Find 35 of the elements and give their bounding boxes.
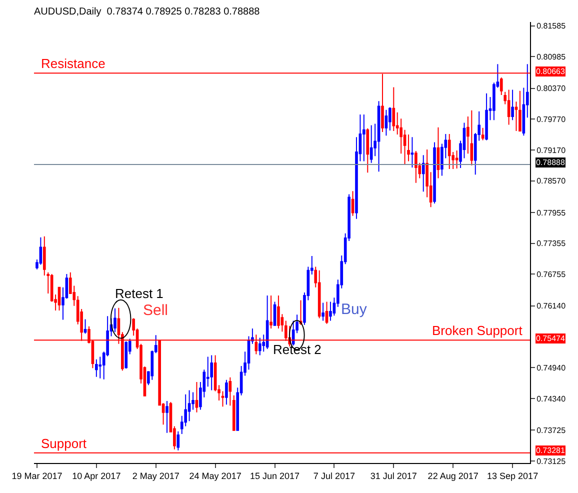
y-tick-label: 0.78570 [536,176,566,186]
x-tick-label: 31 Jul 2017 [370,470,417,481]
x-tick-label: 15 Jun 2017 [250,470,300,481]
y-tick-label: 0.74940 [536,363,566,372]
x-tick-label: 10 Apr 2017 [72,470,121,481]
annotation: Buy [341,301,368,318]
y-tick-label: 0.80663 [536,67,566,76]
annotation: Retest 1 [115,286,164,301]
chart-title: AUDUSD,Daily 0.78374 0.78925 0.78283 0.78888 [34,6,260,18]
y-tick-label: 0.73125 [536,456,566,466]
x-tick-label: 13 Sep 2017 [487,470,538,481]
ref-line-label: Support [41,436,87,451]
y-tick-label: 0.74340 [536,394,566,404]
y-tick-label: 0.75474 [536,334,566,343]
x-tick-label: 24 May 2017 [189,470,242,481]
annotation: Sell [143,302,168,319]
y-tick-label: 0.79770 [536,114,566,124]
ref-line-label: Broken Support [432,323,523,338]
y-tick-label: 0.80985 [536,52,566,62]
y-tick-label: 0.76140 [536,302,566,311]
x-tick-label: 2 May 2017 [132,470,180,481]
y-tick-label: 0.76755 [536,270,566,280]
x-tick-label: 7 Jul 2017 [313,470,355,481]
x-tick-label: 19 Mar 2017 [12,470,62,481]
x-tick-label: 22 Aug 2017 [428,470,478,481]
y-tick-label: 0.80370 [536,84,566,94]
y-tick-label: 0.79170 [536,146,566,155]
y-tick-label: 0.73725 [536,426,566,435]
y-tick-label: 0.77355 [536,239,566,248]
y-tick-label: 0.73281 [536,446,566,455]
annotation: Retest 2 [273,342,322,357]
y-tick-label: 0.81585 [536,22,566,31]
y-tick-label: 0.78888 [536,158,566,167]
ref-line-label: Resistance [41,56,106,71]
y-tick-label: 0.77955 [536,208,566,218]
